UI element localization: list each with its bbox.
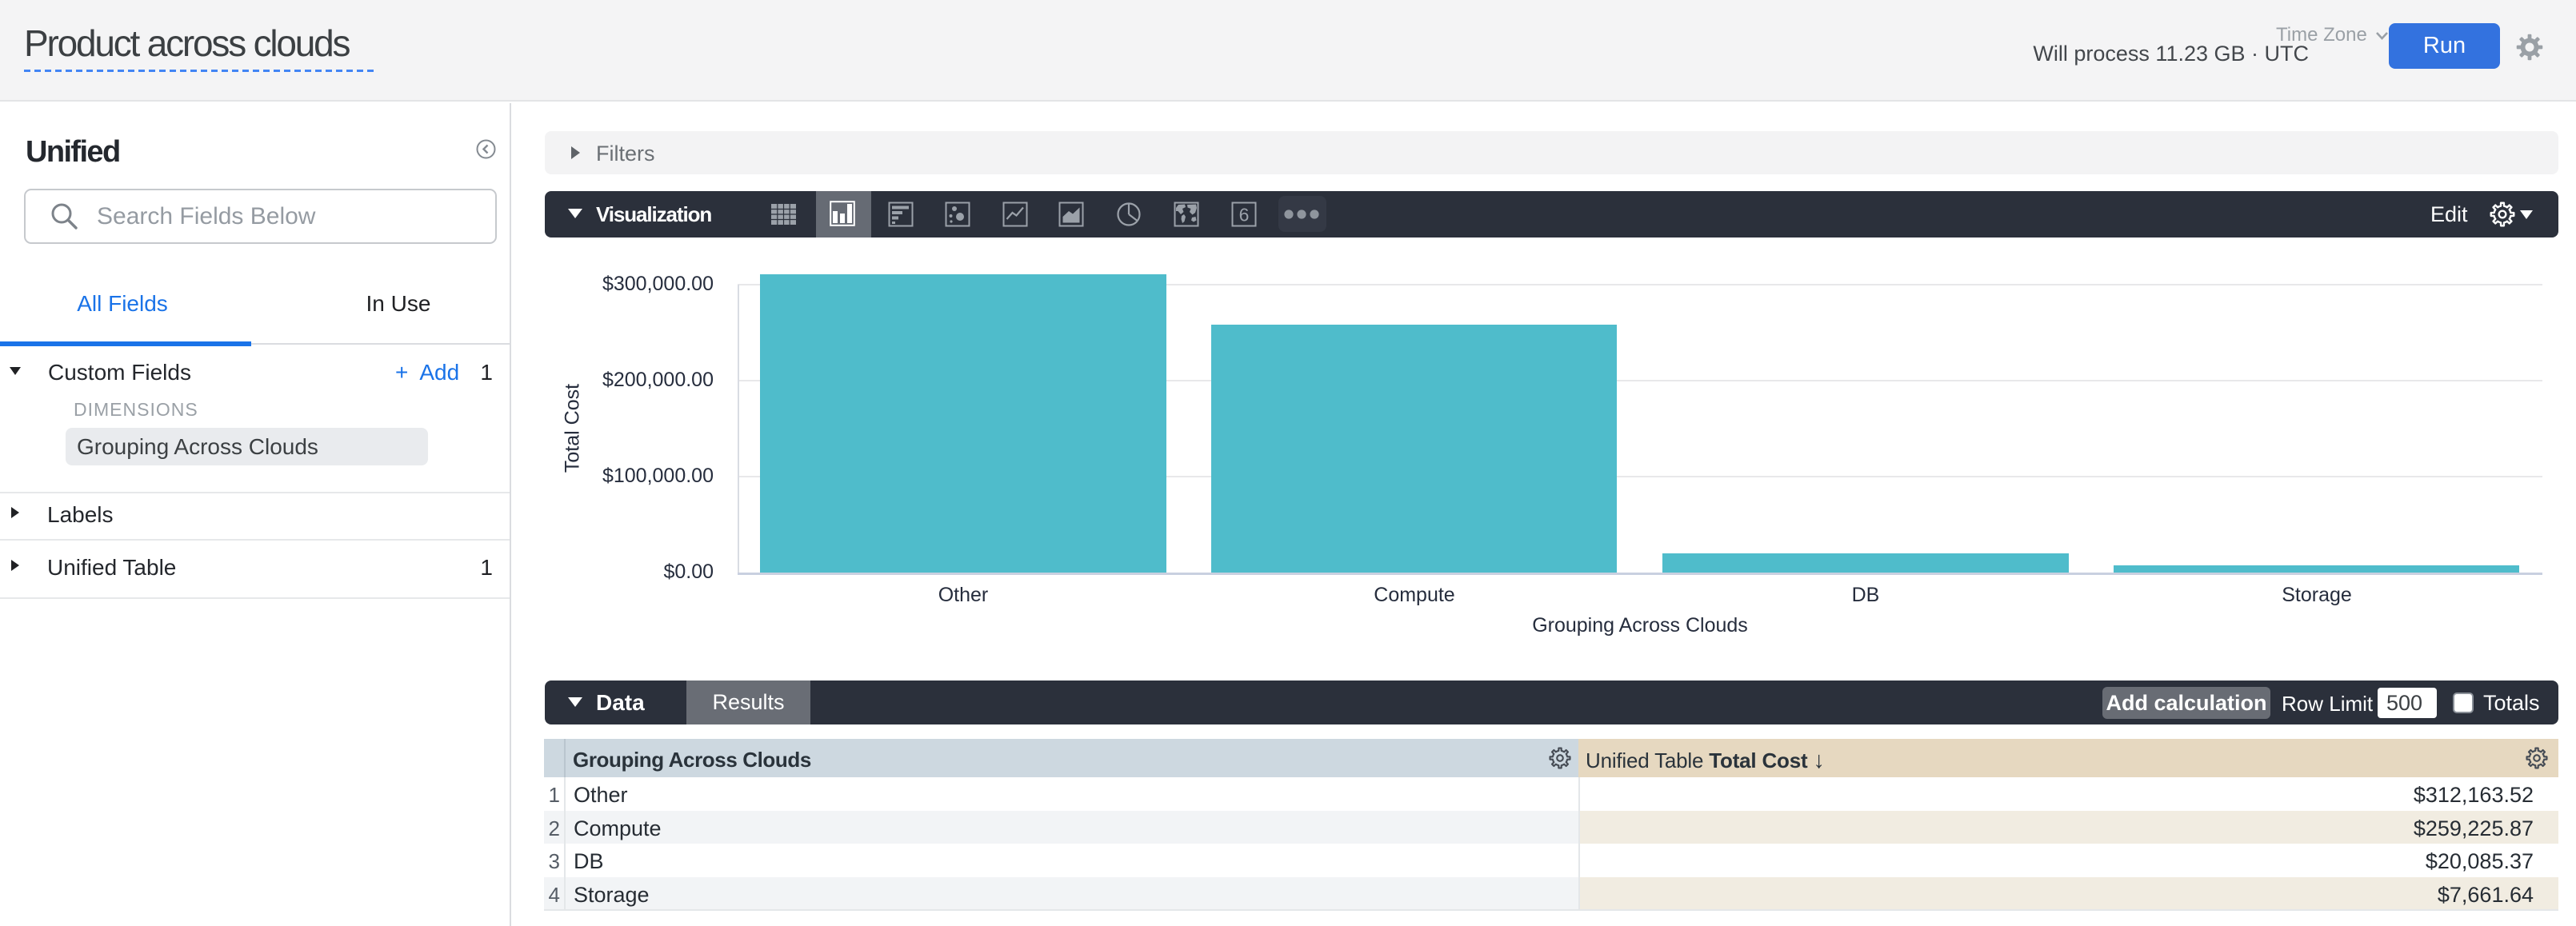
svg-text:6: 6	[1239, 205, 1250, 226]
